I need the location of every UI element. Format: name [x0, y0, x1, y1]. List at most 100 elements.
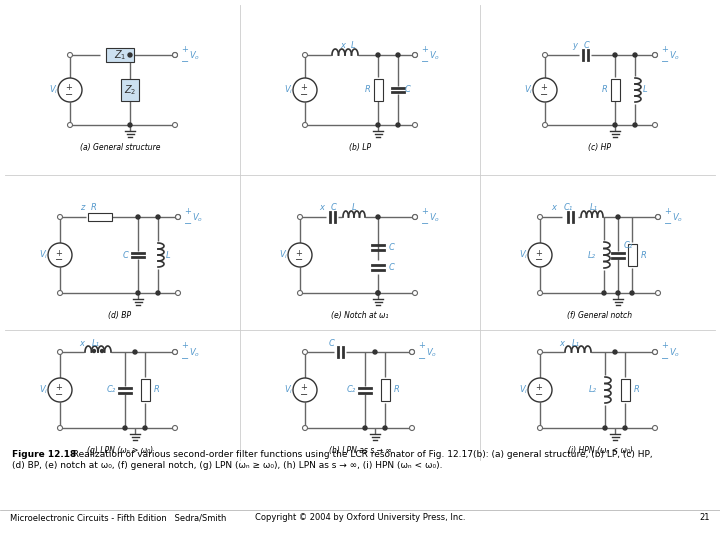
- Circle shape: [376, 291, 380, 295]
- Circle shape: [623, 426, 627, 430]
- Text: $Z_2$: $Z_2$: [124, 83, 136, 97]
- Text: (e) Notch at ω₁: (e) Notch at ω₁: [331, 311, 389, 320]
- Circle shape: [173, 123, 178, 127]
- Text: R: R: [365, 85, 371, 94]
- Circle shape: [68, 52, 73, 57]
- Text: R: R: [641, 251, 647, 260]
- Circle shape: [302, 426, 307, 430]
- Text: −: −: [295, 255, 303, 265]
- Text: R: R: [634, 386, 640, 395]
- Circle shape: [383, 426, 387, 430]
- Text: $V_o$: $V_o$: [189, 347, 200, 359]
- Circle shape: [538, 214, 542, 219]
- Circle shape: [413, 214, 418, 219]
- Text: (d) BP, (e) notch at ω₀, (f) general notch, (g) LPN (ωₙ ≥ ω₀), (h) LPN as s → ∞,: (d) BP, (e) notch at ω₀, (f) general not…: [12, 461, 443, 470]
- Text: −: −: [181, 354, 189, 364]
- Text: C: C: [329, 339, 335, 348]
- Text: L₁: L₁: [590, 204, 598, 213]
- Circle shape: [652, 426, 657, 430]
- Circle shape: [613, 123, 617, 127]
- Circle shape: [613, 53, 617, 57]
- Text: −: −: [65, 90, 73, 100]
- Text: x: x: [79, 339, 84, 348]
- Bar: [380, 379, 390, 401]
- Circle shape: [58, 214, 63, 219]
- Circle shape: [542, 123, 547, 127]
- Text: R: R: [394, 386, 400, 395]
- Circle shape: [173, 52, 178, 57]
- Bar: [611, 79, 619, 101]
- Text: −: −: [181, 57, 189, 67]
- Text: $V_i$: $V_i$: [284, 84, 294, 96]
- Text: $V_i$: $V_i$: [40, 384, 49, 396]
- Text: −: −: [540, 90, 548, 100]
- Text: +: +: [300, 383, 307, 393]
- Circle shape: [173, 349, 178, 354]
- Text: −: −: [55, 255, 63, 265]
- Circle shape: [528, 378, 552, 402]
- Circle shape: [376, 291, 380, 295]
- Circle shape: [173, 349, 178, 354]
- Circle shape: [413, 52, 418, 57]
- Text: +: +: [55, 383, 63, 393]
- Circle shape: [297, 214, 302, 219]
- Text: L: L: [643, 85, 647, 94]
- Text: (b) LP: (b) LP: [349, 143, 371, 152]
- Text: R: R: [91, 204, 97, 213]
- Text: +: +: [664, 206, 671, 215]
- Text: C: C: [331, 204, 337, 213]
- Text: −: −: [661, 354, 669, 364]
- Text: +: +: [421, 206, 428, 215]
- Circle shape: [633, 123, 637, 127]
- Circle shape: [293, 78, 317, 102]
- Text: Realization of various second-order filter functions using the LCR resonator of : Realization of various second-order filt…: [67, 450, 652, 459]
- Text: $V_i$: $V_i$: [40, 249, 49, 261]
- Circle shape: [123, 426, 127, 430]
- Text: L₂: L₂: [588, 251, 596, 260]
- Circle shape: [143, 426, 147, 430]
- Text: −: −: [535, 255, 543, 265]
- Text: (i) HPN (ωₙ < ω₀): (i) HPN (ωₙ < ω₀): [567, 446, 632, 455]
- Text: −: −: [55, 390, 63, 400]
- Text: −: −: [184, 219, 192, 229]
- Text: +: +: [184, 206, 191, 215]
- Text: $V_o$: $V_o$: [429, 212, 440, 224]
- Text: $V_o$: $V_o$: [672, 212, 683, 224]
- Circle shape: [373, 350, 377, 354]
- Circle shape: [602, 291, 606, 295]
- Circle shape: [176, 214, 181, 219]
- Text: +: +: [536, 248, 542, 258]
- Text: y: y: [572, 42, 577, 51]
- Text: $V_o$: $V_o$: [669, 50, 680, 62]
- Text: $V_o$: $V_o$: [429, 50, 440, 62]
- Text: (c) HP: (c) HP: [588, 143, 611, 152]
- Text: L: L: [166, 251, 171, 260]
- Text: 21: 21: [700, 514, 710, 523]
- Circle shape: [92, 349, 96, 353]
- Text: x: x: [552, 204, 557, 213]
- Text: $V_i$: $V_i$: [519, 384, 528, 396]
- Circle shape: [58, 78, 82, 102]
- Text: C₂: C₂: [107, 386, 116, 395]
- Text: Microelectronic Circuits - Fifth Edition   Sedra/Smith: Microelectronic Circuits - Fifth Edition…: [10, 514, 226, 523]
- Text: $V_i$: $V_i$: [279, 249, 289, 261]
- Circle shape: [176, 214, 181, 219]
- Text: x: x: [320, 204, 325, 213]
- Text: $V_i$: $V_i$: [519, 249, 528, 261]
- Circle shape: [136, 215, 140, 219]
- Circle shape: [376, 53, 380, 57]
- Bar: [88, 213, 112, 221]
- Text: L₁: L₁: [92, 339, 100, 348]
- Text: Figure 12.18: Figure 12.18: [12, 450, 76, 459]
- Text: −: −: [300, 390, 308, 400]
- Text: +: +: [661, 44, 668, 53]
- Circle shape: [58, 349, 63, 354]
- Circle shape: [156, 215, 160, 219]
- Text: C: C: [405, 85, 411, 94]
- Circle shape: [410, 349, 415, 354]
- Text: z: z: [80, 204, 84, 213]
- Text: C₂: C₂: [346, 386, 356, 395]
- Circle shape: [413, 214, 418, 219]
- Circle shape: [128, 53, 132, 57]
- Circle shape: [652, 349, 657, 354]
